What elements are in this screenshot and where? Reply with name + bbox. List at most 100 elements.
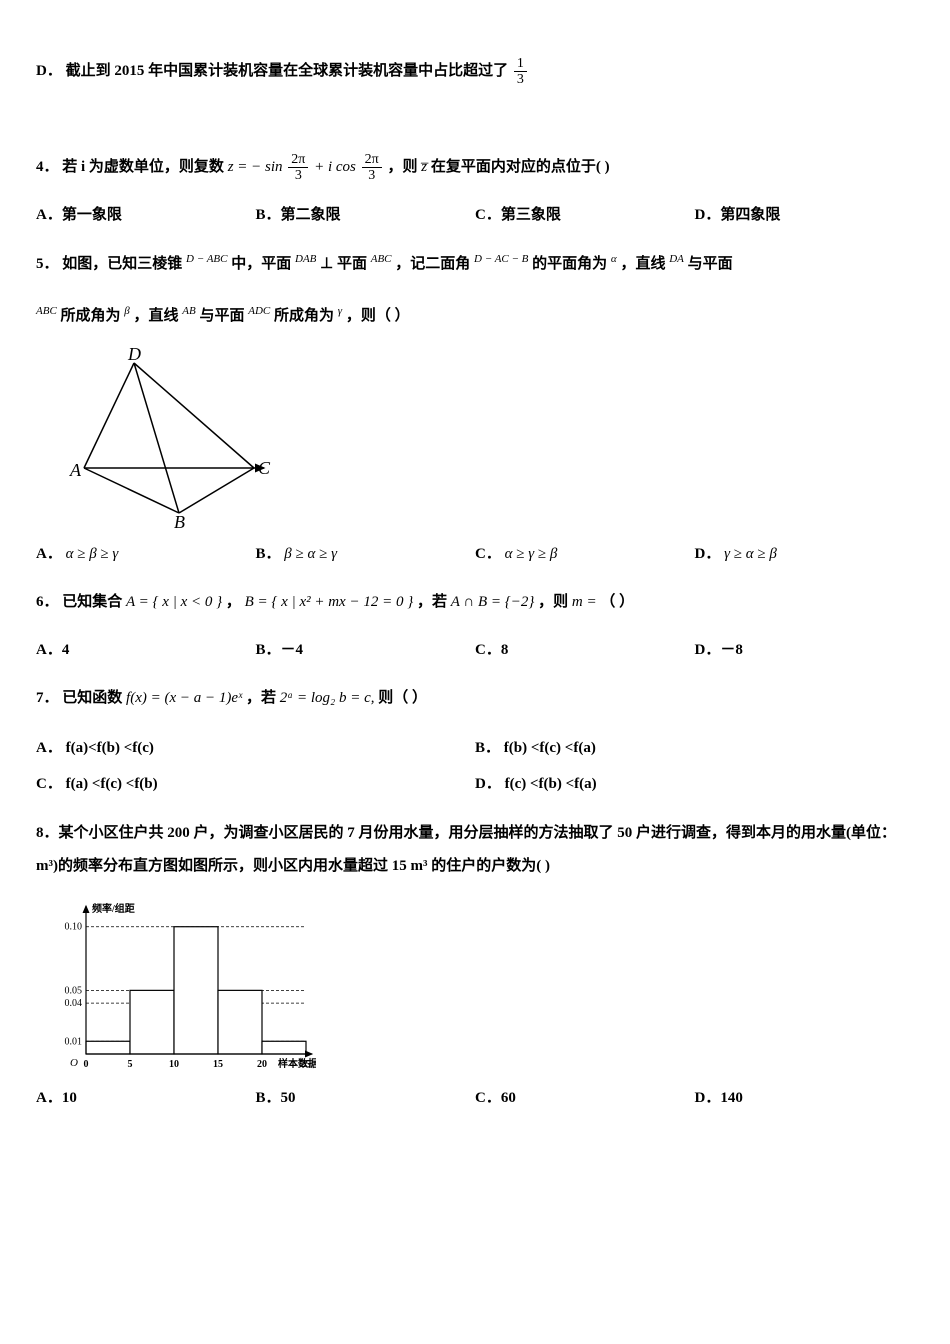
q7-options-row1: A． f(a)<f(b) <f(c) B． f(b) <f(c) <f(a) (36, 730, 914, 766)
frac-one-third: 1 3 (514, 56, 527, 88)
q8-text: 某个小区住户共 200 户，为调查小区居民的 7 月份用水量，用分层抽样的方法抽… (36, 825, 896, 874)
q8-label: 8． (36, 825, 59, 841)
q5-options: A． α ≥ β ≥ γ B． β ≥ α ≥ γ C． α ≥ γ ≥ β D… (36, 538, 914, 571)
q4-stem: 4． 若 i 为虚数单位，则复数 z = − sin 2π 3 + i cos … (36, 151, 914, 184)
q5-e2: DAB (295, 253, 316, 265)
svg-text:B: B (174, 512, 185, 528)
q5-e4: D − AC − B (474, 253, 528, 265)
q6-stem: 6． 已知集合 A = { x | x < 0 } ， B = { x | x²… (36, 586, 914, 619)
q4-label: 4． (36, 159, 59, 175)
q5-opt-c[interactable]: C． α ≥ γ ≥ β (475, 538, 695, 571)
svg-text:0.10: 0.10 (65, 922, 83, 933)
q8-opt-c[interactable]: C．60 (475, 1082, 695, 1115)
q6-options: A．4 B．－4 C．8 D．－8 (36, 634, 914, 667)
q5-t9: ，直线 (134, 308, 179, 324)
q5-e3: ABC (371, 253, 392, 265)
q8-stem: 8．某个小区住户共 200 户，为调查小区居民的 7 月份用水量，用分层抽样的方… (36, 817, 914, 883)
q8-opt-a[interactable]: A．10 (36, 1082, 256, 1115)
q7-options-row2: C． f(a) <f(c) <f(b) D． f(c) <f(b) <f(a) (36, 766, 914, 802)
q7-stem: 7． 已知函数 f(x) = (x − a − 1)eˣ ，若 2ᵃ = log… (36, 682, 914, 715)
q5-e1: D − ABC (186, 253, 227, 265)
q7-label: 7． (36, 690, 59, 706)
q5-e5: DA (669, 253, 684, 265)
q5-beta: β (124, 305, 129, 317)
q6-a-set: A = { x | x < 0 } (126, 594, 222, 610)
q4-tail1: ，则 (387, 159, 417, 175)
q5-figure: A B C D (64, 348, 914, 528)
svg-text:O: O (70, 1057, 78, 1069)
q7-eq: 2ᵃ = log₂ b = c, (280, 690, 375, 706)
svg-text:15: 15 (213, 1059, 223, 1070)
q8-options: A．10 B．50 C．60 D．140 (36, 1082, 914, 1115)
svg-text:C: C (258, 458, 271, 478)
q6-opt-b[interactable]: B．－4 (256, 634, 476, 667)
q4-opt-c[interactable]: C．第三象限 (475, 199, 695, 232)
q5-t6: ，直线 (620, 256, 665, 272)
svg-text:频率/组距: 频率/组距 (92, 902, 135, 915)
q4-options: A．第一象限 B．第二象限 C．第三象限 D．第四象限 (36, 199, 914, 232)
q5-t3: 平面 (337, 256, 367, 272)
q5-opt-b[interactable]: B． β ≥ α ≥ γ (256, 538, 476, 571)
q5-t12: ，则（ ） (346, 308, 410, 324)
q5-perp: ⊥ (320, 256, 333, 272)
q6-meq: m = (572, 594, 597, 610)
q6-opt-a[interactable]: A．4 (36, 634, 256, 667)
q4-opt-b[interactable]: B．第二象限 (256, 199, 476, 232)
svg-text:样本数据: 样本数据 (278, 1057, 316, 1070)
q5-t5: 的平面角为 (532, 256, 607, 272)
q4-tail2: 在复平面内对应的点位于( ) (431, 159, 610, 175)
line-option-d: D． 截止到 2015 年中国累计装机容量在全球累计装机容量中占比超过了 1 3 (36, 55, 914, 88)
svg-text:20: 20 (257, 1059, 267, 1070)
q4-opt-a[interactable]: A．第一象限 (36, 199, 256, 232)
q5-gamma: γ (338, 305, 342, 317)
q5-e8: ADC (248, 305, 270, 317)
q4-zbar: z̅ (421, 159, 427, 175)
q5-label: 5． (36, 256, 59, 272)
q4-frac2: 2π 3 (362, 152, 382, 184)
svg-text:0.04: 0.04 (65, 998, 83, 1009)
q4-opt-d[interactable]: D．第四象限 (695, 199, 915, 232)
q6-b-set: B = { x | x² + mx − 12 = 0 } (245, 594, 414, 610)
q5-opt-a[interactable]: A． α ≥ β ≥ γ (36, 538, 256, 571)
q5-t4: ，记二面角 (395, 256, 470, 272)
q4-expr: z = − sin (228, 159, 283, 175)
q6-opt-d[interactable]: D．－8 (695, 634, 915, 667)
q4-lead: 若 i 为虚数单位，则复数 (62, 159, 224, 175)
q5-stem2: ABC 所成角为 β ，直线 AB 与平面 ADC 所成角为 γ ，则（ ） (36, 299, 914, 333)
q4-mid: + i cos (314, 159, 356, 175)
q5-stem: 5． 如图，已知三棱锥 D − ABC 中，平面 DAB ⊥ 平面 ABC ，记… (36, 247, 914, 281)
q5-t10: 与平面 (200, 308, 245, 324)
q7-t1: 已知函数 (62, 690, 122, 706)
q5-opt-d[interactable]: D． γ ≥ α ≥ β (695, 538, 915, 571)
q5-alpha: α (611, 253, 617, 265)
q5-t2: 中，平面 (231, 256, 291, 272)
q6-inter: A ∩ B = {−2} (451, 594, 535, 610)
q6-opt-c[interactable]: C．8 (475, 634, 695, 667)
svg-text:A: A (69, 460, 82, 480)
q8-histogram: 0.010.040.050.100510152025O频率/组距样本数据 (36, 898, 914, 1078)
q5-t11: 所成角为 (274, 308, 334, 324)
q5-t8: 所成角为 (61, 308, 121, 324)
q7-opt-c[interactable]: C． f(a) <f(c) <f(b) (36, 772, 475, 796)
svg-text:5: 5 (128, 1059, 133, 1070)
svg-text:0: 0 (84, 1059, 89, 1070)
q4-frac1: 2π 3 (288, 152, 308, 184)
svg-text:0.05: 0.05 (65, 985, 83, 996)
svg-text:0.01: 0.01 (65, 1036, 83, 1047)
q6-label: 6． (36, 594, 59, 610)
svg-text:D: D (127, 348, 141, 364)
q8-opt-d[interactable]: D．140 (695, 1082, 915, 1115)
q7-opt-a[interactable]: A． f(a)<f(b) <f(c) (36, 736, 475, 760)
q5-e7: AB (182, 305, 195, 317)
svg-text:10: 10 (169, 1059, 179, 1070)
text-d-a: 截止到 2015 年中国累计装机容量在全球累计装机容量中占比超过了 (66, 63, 509, 79)
q7-opt-d[interactable]: D． f(c) <f(b) <f(a) (475, 772, 914, 796)
q8-opt-b[interactable]: B．50 (256, 1082, 476, 1115)
q5-t1: 如图，已知三棱锥 (62, 256, 182, 272)
q7-fx: f(x) = (x − a − 1)eˣ (126, 690, 242, 706)
q5-e6: ABC (36, 305, 57, 317)
q5-t7: 与平面 (688, 256, 733, 272)
q6-t1: 已知集合 (62, 594, 122, 610)
label-d: D． (36, 63, 62, 79)
q7-opt-b[interactable]: B． f(b) <f(c) <f(a) (475, 736, 914, 760)
